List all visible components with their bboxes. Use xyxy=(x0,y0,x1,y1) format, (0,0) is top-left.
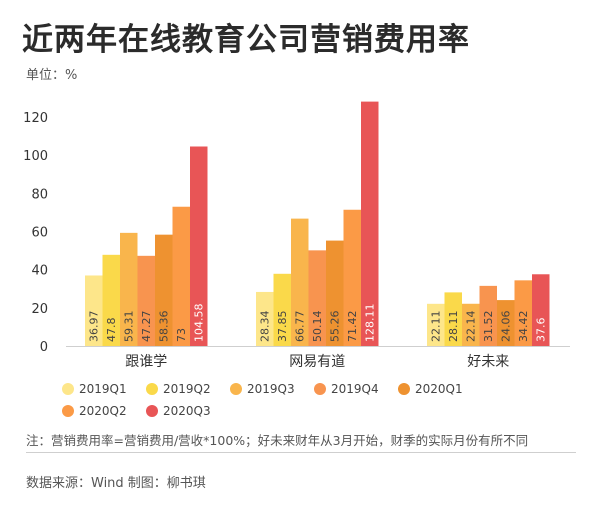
data-label: 66.77 xyxy=(293,311,306,343)
unit-label: 单位：% xyxy=(26,68,78,83)
legend-item: 2020Q3 xyxy=(146,404,230,426)
bar xyxy=(85,275,103,346)
divider xyxy=(26,452,576,453)
legend-label: 2019Q4 xyxy=(331,382,379,396)
y-tick-label: 0 xyxy=(40,340,48,355)
bar xyxy=(514,280,532,346)
bar xyxy=(361,101,379,347)
data-label: 28.34 xyxy=(258,311,271,343)
legend-item: 2019Q2 xyxy=(146,382,230,404)
data-label: 22.14 xyxy=(464,311,477,343)
y-tick-label: 40 xyxy=(31,264,48,279)
bar xyxy=(256,291,274,346)
y-tick-label: 60 xyxy=(31,226,48,241)
data-label: 24.06 xyxy=(499,311,512,343)
bar xyxy=(497,300,515,346)
y-tick-label: 80 xyxy=(31,187,48,202)
x-category-label: 跟谁学 xyxy=(125,354,167,370)
legend-label: 2020Q2 xyxy=(79,404,127,418)
legend-swatch xyxy=(230,383,242,395)
data-label: 47.8 xyxy=(105,318,118,343)
bar xyxy=(291,218,309,346)
legend-item: 2020Q1 xyxy=(398,382,482,404)
legend-swatch xyxy=(62,383,74,395)
bar xyxy=(427,303,445,346)
bar xyxy=(190,146,208,346)
data-label: 55.26 xyxy=(328,311,341,343)
legend-swatch xyxy=(62,405,74,417)
bar xyxy=(532,274,550,346)
data-label: 37.85 xyxy=(276,311,289,343)
data-label: 73 xyxy=(175,328,188,342)
data-label: 104.58 xyxy=(192,304,205,343)
bar xyxy=(172,206,190,346)
legend-label: 2019Q2 xyxy=(163,382,211,396)
data-label: 37.6 xyxy=(534,318,547,343)
source-credit: 数据来源：Wind 制图：柳书琪 xyxy=(26,476,206,491)
bar xyxy=(444,292,462,346)
x-category-label: 好未来 xyxy=(467,354,509,370)
legend-label: 2020Q3 xyxy=(163,404,211,418)
legend-swatch xyxy=(314,383,326,395)
legend-item: 2019Q3 xyxy=(230,382,314,404)
data-label: 31.52 xyxy=(482,311,495,343)
data-label: 71.42 xyxy=(346,311,359,343)
legend-label: 2019Q1 xyxy=(79,382,127,396)
data-label: 28.11 xyxy=(447,311,460,343)
bar xyxy=(137,255,155,346)
data-label: 58.36 xyxy=(157,311,170,343)
bar xyxy=(343,209,361,346)
bar-chart: 0 20 40 60 80 100 120 36.97 47.8 59.31 47.27 58.36 7… xyxy=(23,101,570,370)
data-label: 36.97 xyxy=(87,311,100,343)
legend-swatch xyxy=(146,383,158,395)
legend-item: 2019Q4 xyxy=(314,382,398,404)
bar xyxy=(102,254,120,346)
legend-label: 2019Q3 xyxy=(247,382,295,396)
y-tick-label: 100 xyxy=(23,149,48,164)
legend-swatch xyxy=(398,383,410,395)
data-label: 47.27 xyxy=(140,311,153,343)
data-label: 34.42 xyxy=(517,311,530,343)
footnote: 注：营销费用率=营销费用/营收*100%；好未来财年从3月开始，财季的实际月份有… xyxy=(26,433,529,448)
bar xyxy=(326,240,344,346)
data-label: 59.31 xyxy=(122,311,135,343)
data-label: 128.11 xyxy=(363,304,376,343)
legend-swatch xyxy=(146,405,158,417)
data-label: 50.14 xyxy=(311,311,324,343)
bar xyxy=(120,232,138,346)
chart-title: 近两年在线教育公司营销费用率 xyxy=(22,22,470,58)
bar xyxy=(273,273,291,346)
legend-item: 2019Q1 xyxy=(62,382,146,404)
bar xyxy=(308,250,326,346)
chart-legend: 2019Q1 2019Q2 2019Q3 2019Q4 2020Q1 2020Q2 2020… xyxy=(62,382,482,426)
bar xyxy=(479,285,497,346)
bar xyxy=(462,303,480,346)
y-tick-label: 20 xyxy=(31,302,48,317)
bar xyxy=(155,234,173,346)
legend-label: 2020Q1 xyxy=(415,382,463,396)
x-category-label: 网易有道 xyxy=(289,354,345,370)
legend-item: 2020Q2 xyxy=(62,404,146,426)
data-label: 22.11 xyxy=(429,311,442,343)
y-tick-label: 120 xyxy=(23,111,48,126)
